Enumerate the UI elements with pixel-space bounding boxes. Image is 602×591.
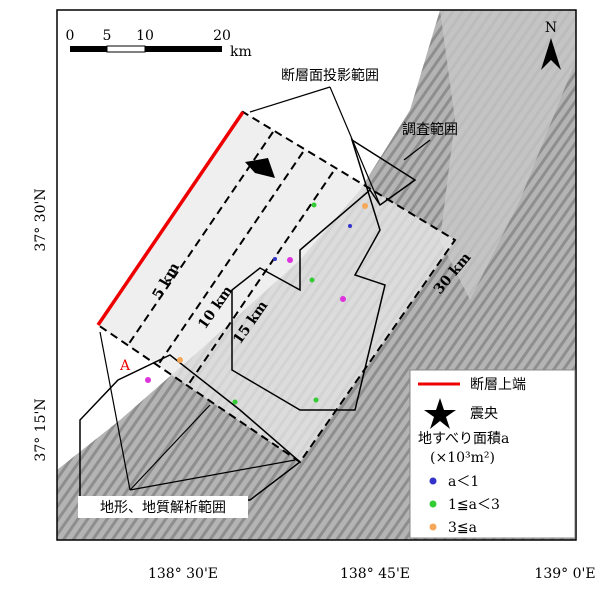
scale-unit: km — [230, 44, 252, 60]
legend-label: 3≦a — [448, 520, 477, 536]
legend-label: 震央 — [470, 406, 498, 422]
lon-label: 139° 0'E — [534, 566, 595, 582]
lat-label: 37° 30'N — [33, 188, 49, 251]
legend-label: 断層上端 — [470, 377, 526, 393]
legend-title: (×10³m²) — [430, 450, 495, 466]
legend-label: 1≦a＜3 — [448, 497, 500, 513]
lon-label: 138° 45'E — [340, 566, 410, 582]
scale-tick: 10 — [136, 28, 154, 44]
legend: 断層上端 震央 地すべり面積a (×10³m²) a＜1 1≦a＜3 3≦a — [410, 370, 575, 538]
lat-label: 37° 15'N — [33, 398, 49, 461]
scale-tick: 0 — [66, 28, 75, 44]
scale-tick: 5 — [103, 28, 112, 44]
callout: 地形、地質解析範囲 — [100, 499, 226, 516]
map: 断層面投影範囲 調査範囲 地形、地質解析範囲 A 5 km 10 km 15 k… — [0, 0, 602, 587]
callout: 断層面投影範囲 — [281, 67, 379, 84]
scale-bar: 0 5 10 20 km — [66, 18, 258, 62]
callout: 調査範囲 — [402, 121, 458, 138]
lon-label: 138° 30'E — [148, 566, 218, 582]
legend-title: 地すべり面積a — [418, 431, 509, 447]
point-label: A — [119, 358, 131, 374]
north-label: N — [545, 20, 557, 36]
scale-tick: 20 — [213, 28, 231, 44]
legend-label: a＜1 — [448, 474, 479, 490]
